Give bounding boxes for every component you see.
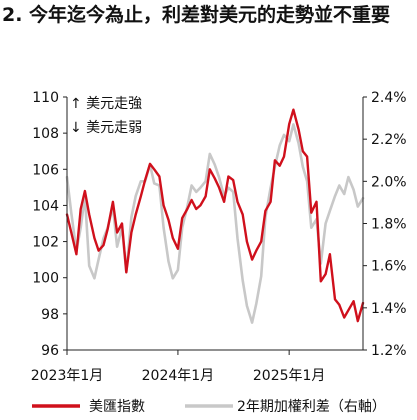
x-tick-label: 2024年1月 [142,368,215,384]
series-layer [65,108,365,324]
y-right-tick-label: 1.6% [371,259,407,275]
x-tick-label: 2025年1月 [253,368,326,384]
page-heading: 2. 今年迄今為止，利差對美元的走勢並不重要 [2,4,391,26]
y-left-tick-label: 104 [32,198,59,214]
y-left-tick-label: 100 [32,271,59,287]
legend-label-spread: 2年期加權利差（右軸） [237,399,386,415]
y-right-tick-label: 2.2% [371,132,407,148]
legend-label-dxy: 美匯指數 [89,399,145,415]
axes-layer [63,96,367,355]
y-right-tick-label: 2.0% [371,174,407,190]
y-right-tick-label: 1.2% [371,343,407,359]
tick-label-layer: 96 98 100 102 104 106 108 110 1.2% 1.4% 1.6% 1.8% 2.… [31,90,407,384]
x-tick-label: 2023年1月 [31,368,104,384]
legend: 美匯指數 2年期加權利差（右軸） [32,399,386,415]
series-line-dxy [65,108,365,323]
y-right-tick-label: 2.4% [371,90,407,106]
series-line-spread [65,123,365,324]
y-left-tick-label: 98 [41,307,59,323]
y-left-tick-label: 102 [32,235,59,251]
y-left-tick-label: 110 [32,90,59,106]
y-right-tick-label: 1.8% [371,217,407,233]
annotation-layer: ↑ 美元走強 ↓ 美元走弱 [70,96,142,136]
y-left-tick-label: 106 [32,162,59,178]
y-left-tick-label: 96 [41,343,59,359]
y-right-tick-label: 1.4% [371,301,407,317]
y-left-tick-label: 108 [32,126,59,142]
annotation-dollar-weaker: ↓ 美元走弱 [70,120,142,136]
annotation-dollar-stronger: ↑ 美元走強 [70,96,142,112]
